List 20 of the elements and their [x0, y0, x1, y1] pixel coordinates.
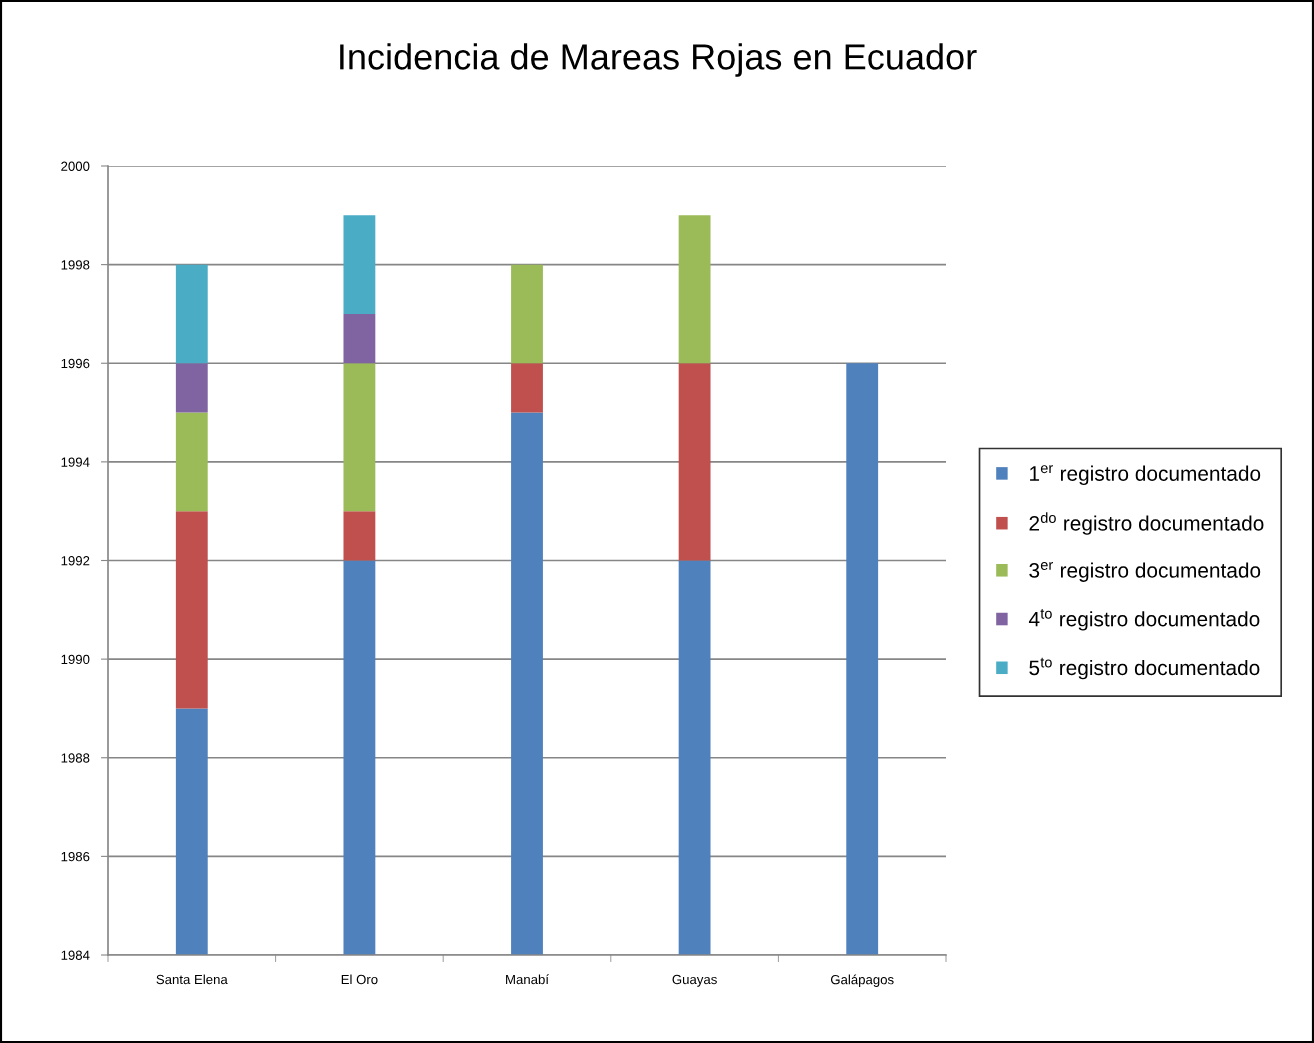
x-tick-label: Guayas: [672, 974, 717, 987]
y-tick-label: 1998: [61, 260, 90, 270]
y-tick-label: 2000: [61, 161, 90, 171]
x-tick-label: El Oro: [341, 974, 378, 985]
x-tick-label: Manabí: [506, 974, 549, 985]
y-tick-label: 1984: [61, 950, 90, 960]
legend-label: 5$^{to}$ registro documentado: [1029, 657, 1260, 680]
chart-title: Incidencia de Mareas Rojas en Ecuador: [340, 43, 977, 77]
y-tick-label: 1992: [61, 556, 90, 566]
x-tick-label: Galápagos: [830, 974, 894, 987]
y-tick-label: 1994: [61, 457, 90, 467]
y-tick-label: 1990: [61, 654, 90, 665]
y-tick-label: 1988: [61, 753, 90, 763]
y-tick-label: 1996: [61, 358, 90, 369]
legend-label: 4$^{to}$ registro documentado: [1028, 609, 1260, 631]
legend-label: 3$^{er}$ registro documentado: [1029, 562, 1261, 582]
y-tick-label: 1986: [61, 851, 90, 862]
legend-label: 2$^{do}$ registro documentado: [1029, 512, 1264, 535]
legend-label: 1$^{er}$ registro documentado: [1030, 465, 1261, 486]
x-tick-label: Santa Elena: [156, 974, 228, 985]
